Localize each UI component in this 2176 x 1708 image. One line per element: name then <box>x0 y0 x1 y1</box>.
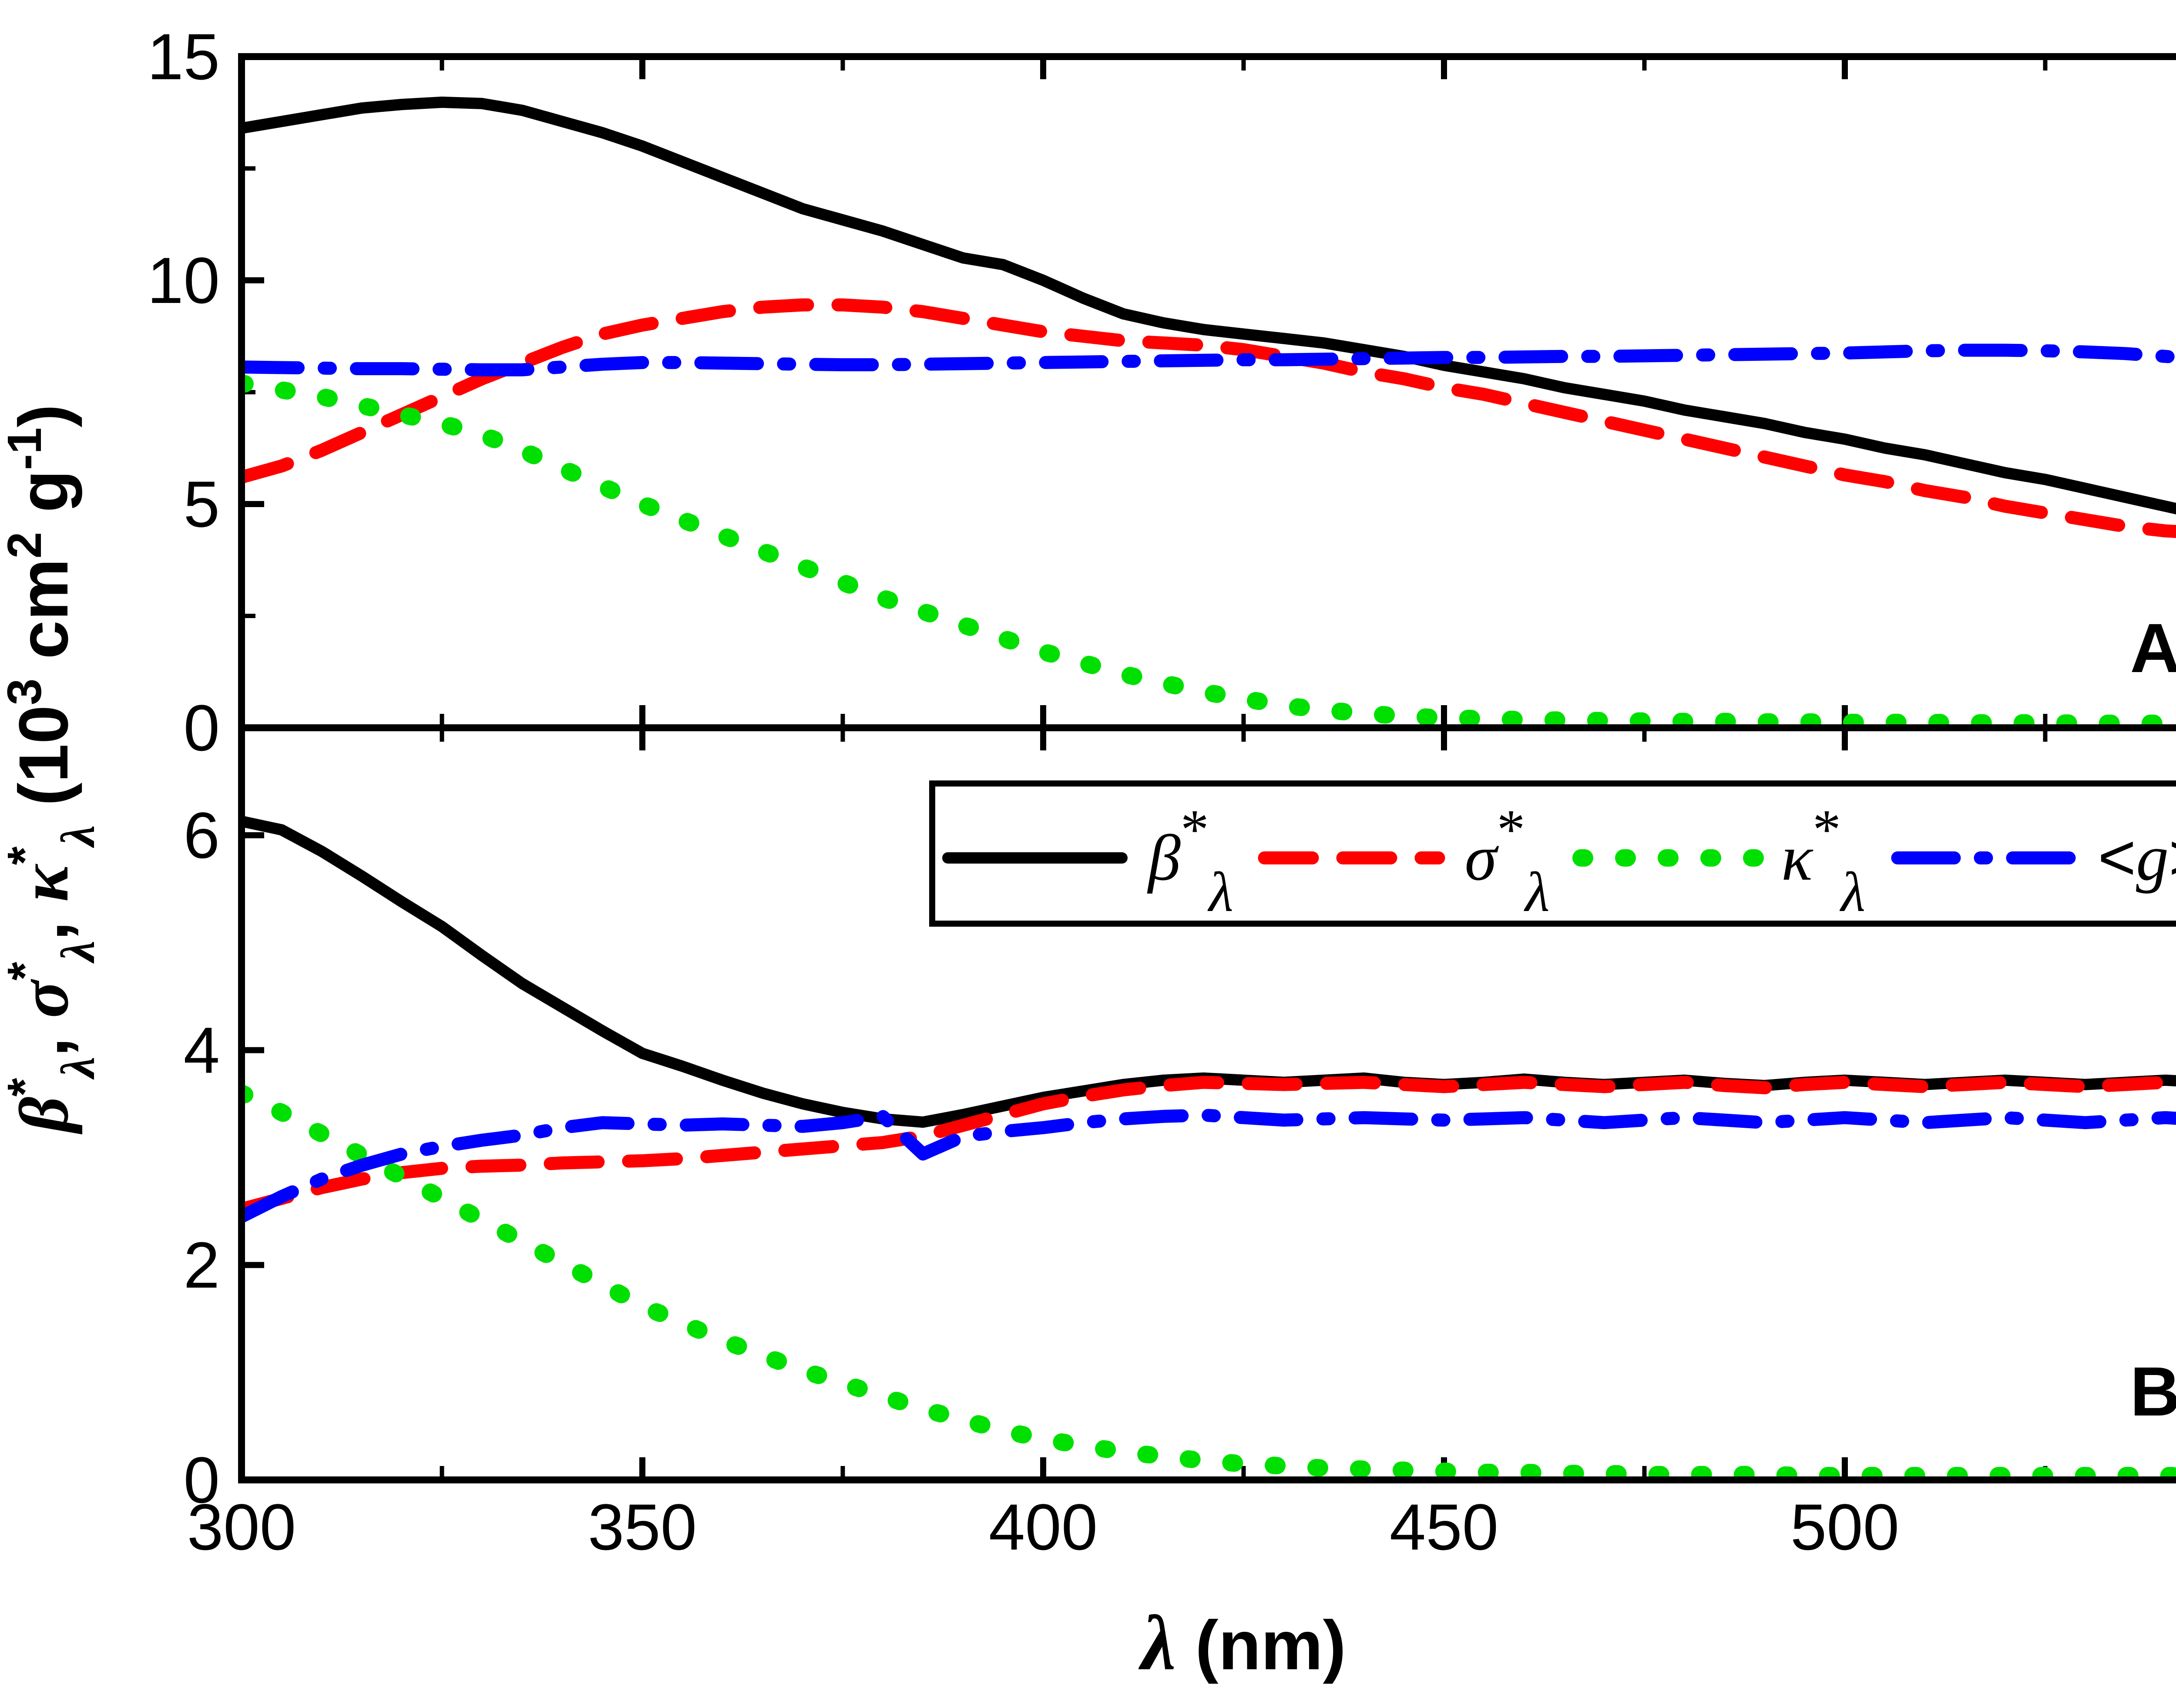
curve-σ-a <box>245 298 2176 538</box>
curve-β-a <box>245 96 2176 514</box>
legend-box <box>929 780 2176 927</box>
legend-label-3: <g>λ <box>2098 820 2176 924</box>
panel-b: 02460.000.250.500.751.00B <box>184 724 2176 1516</box>
legend: β*λ σ*λ κ*λ <g>λ <box>929 780 2176 927</box>
curve-σ-b <box>245 1076 2176 1215</box>
y-ticklabel-left: 6 <box>184 799 220 872</box>
panel-letter-b: B <box>2130 1352 2176 1430</box>
y-ticklabel-left: 0 <box>184 691 220 764</box>
x-ticklabel: 350 <box>588 1490 697 1563</box>
curves-a <box>245 96 2176 724</box>
x-ticklabel: 500 <box>1790 1490 1899 1563</box>
plot-frame-a <box>238 53 2176 731</box>
y-ticklabel-left: 10 <box>147 244 220 317</box>
curve-κ-a <box>245 375 2176 724</box>
curve-g-a <box>245 343 2176 377</box>
x-axis-title: λ (nm) <box>1138 1600 1346 1686</box>
y-ticklabel-left: 15 <box>147 20 220 93</box>
y-axis-title-left: β*λ, σ*λ, κ*λ (103 cm2 g-1) <box>0 404 104 1135</box>
y-ticklabel-left: 4 <box>184 1014 220 1087</box>
x-ticklabel: 400 <box>989 1490 1098 1563</box>
legend-label-1: σ*λ <box>1465 798 1550 924</box>
panel-a: 0510150.000.250.500.751.00A <box>147 20 2176 764</box>
legend-label-2: κ*λ <box>1781 798 1865 924</box>
y-ticklabel-left: 0 <box>184 1443 220 1516</box>
x-ticklabel: 450 <box>1390 1490 1498 1563</box>
y-ticklabel-left: 2 <box>184 1228 220 1301</box>
curve-g-b <box>245 1108 2176 1222</box>
panel-letter-a: A <box>2130 609 2176 687</box>
legend-label-0: β*λ <box>1147 798 1233 924</box>
x-ticklabel: 300 <box>187 1490 296 1563</box>
y-ticklabel-left: 5 <box>184 467 220 541</box>
curve-κ-b <box>245 1085 2176 1476</box>
curves-b <box>245 816 2176 1476</box>
